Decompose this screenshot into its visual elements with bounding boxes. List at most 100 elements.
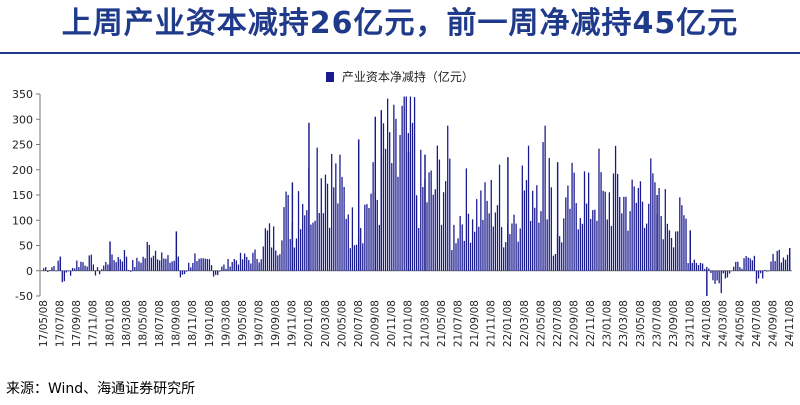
- bar: [704, 269, 706, 271]
- x-tick-label: 21/09/08: [469, 300, 481, 347]
- bar: [614, 145, 617, 271]
- bar: [409, 96, 412, 271]
- bar: [393, 104, 395, 271]
- bar: [474, 231, 476, 271]
- x-tick-label: 19/07/08: [254, 300, 266, 347]
- bar: [745, 256, 747, 271]
- bar: [96, 267, 99, 271]
- bar: [648, 203, 650, 271]
- x-tick-label: 21/03/08: [419, 300, 431, 347]
- bar: [111, 254, 113, 271]
- bar: [229, 266, 231, 271]
- bar: [241, 259, 244, 271]
- bar: [254, 249, 256, 271]
- bar: [449, 158, 451, 271]
- bar: [662, 239, 664, 271]
- bar: [685, 218, 687, 271]
- bar: [310, 224, 312, 271]
- bar: [295, 238, 298, 271]
- bar: [739, 267, 741, 271]
- bar: [337, 203, 339, 271]
- bar: [347, 214, 349, 271]
- bar: [511, 223, 513, 271]
- bar: [80, 261, 82, 271]
- bar: [183, 270, 186, 275]
- bar: [45, 267, 47, 271]
- bar: [631, 179, 633, 271]
- bar: [494, 212, 497, 271]
- bar: [728, 270, 731, 274]
- bar: [762, 270, 764, 279]
- bar: [163, 258, 165, 271]
- bar: [418, 228, 420, 271]
- bar: [382, 123, 385, 271]
- bar-spike: [706, 270, 708, 296]
- bar: [134, 267, 136, 271]
- bar: [726, 270, 729, 278]
- bar: [101, 269, 103, 271]
- bar: [159, 260, 161, 271]
- bar: [277, 255, 279, 271]
- bar: [714, 270, 716, 284]
- bar-spike: [424, 154, 426, 271]
- bar: [517, 241, 519, 271]
- bar: [550, 187, 552, 271]
- bar: [231, 262, 233, 271]
- bar: [384, 148, 387, 271]
- bar-spike: [109, 241, 111, 271]
- x-tick-label: 24/05/08: [734, 300, 746, 347]
- bar: [778, 249, 780, 271]
- bar: [306, 210, 308, 271]
- y-tick-label: 300: [12, 113, 33, 126]
- y-tick-label: 150: [12, 189, 33, 202]
- x-tick-label: 17/09/08: [71, 300, 83, 347]
- bar: [152, 255, 155, 271]
- bar: [107, 264, 109, 271]
- bar: [351, 207, 354, 271]
- legend: 产业资本净减持（亿元）: [0, 68, 800, 85]
- x-tick-label: 22/05/08: [535, 300, 547, 347]
- x-tick-label: 21/01/08: [403, 300, 415, 347]
- bar: [730, 270, 733, 272]
- bar: [741, 268, 743, 271]
- bar: [146, 241, 148, 271]
- x-tick-label: 23/01/08: [602, 300, 614, 347]
- bar: [768, 270, 770, 272]
- bar: [397, 176, 399, 271]
- bar: [370, 193, 372, 271]
- bar: [606, 219, 608, 271]
- bar: [569, 208, 571, 271]
- x-tick-label: 24/11/08: [784, 300, 796, 347]
- bar: [389, 132, 391, 271]
- bar: [221, 266, 223, 271]
- bar: [345, 218, 347, 271]
- bar: [486, 200, 488, 271]
- bar: [362, 243, 364, 271]
- bar: [515, 223, 517, 271]
- bar: [167, 255, 169, 271]
- bar: [194, 253, 196, 271]
- bar: [372, 162, 374, 271]
- x-tick-label: 21/05/08: [436, 300, 448, 347]
- bar: [772, 253, 774, 271]
- bar: [378, 224, 380, 271]
- bar: [735, 261, 737, 271]
- bar: [633, 186, 635, 271]
- bar: [455, 243, 457, 271]
- x-tick-label: 17/07/08: [55, 300, 67, 347]
- bar: [751, 260, 753, 271]
- bar: [173, 260, 175, 271]
- bar: [604, 191, 606, 271]
- bar: [328, 227, 331, 271]
- bar: [619, 197, 621, 271]
- bar: [210, 265, 213, 271]
- bar: [670, 237, 673, 271]
- bar: [681, 205, 683, 271]
- bar: [722, 270, 724, 274]
- bar: [683, 215, 685, 271]
- bar: [554, 254, 557, 271]
- x-tick-label: 20/01/08: [303, 300, 315, 347]
- bar: [217, 270, 219, 276]
- bar: [724, 270, 727, 279]
- bar: [335, 163, 337, 271]
